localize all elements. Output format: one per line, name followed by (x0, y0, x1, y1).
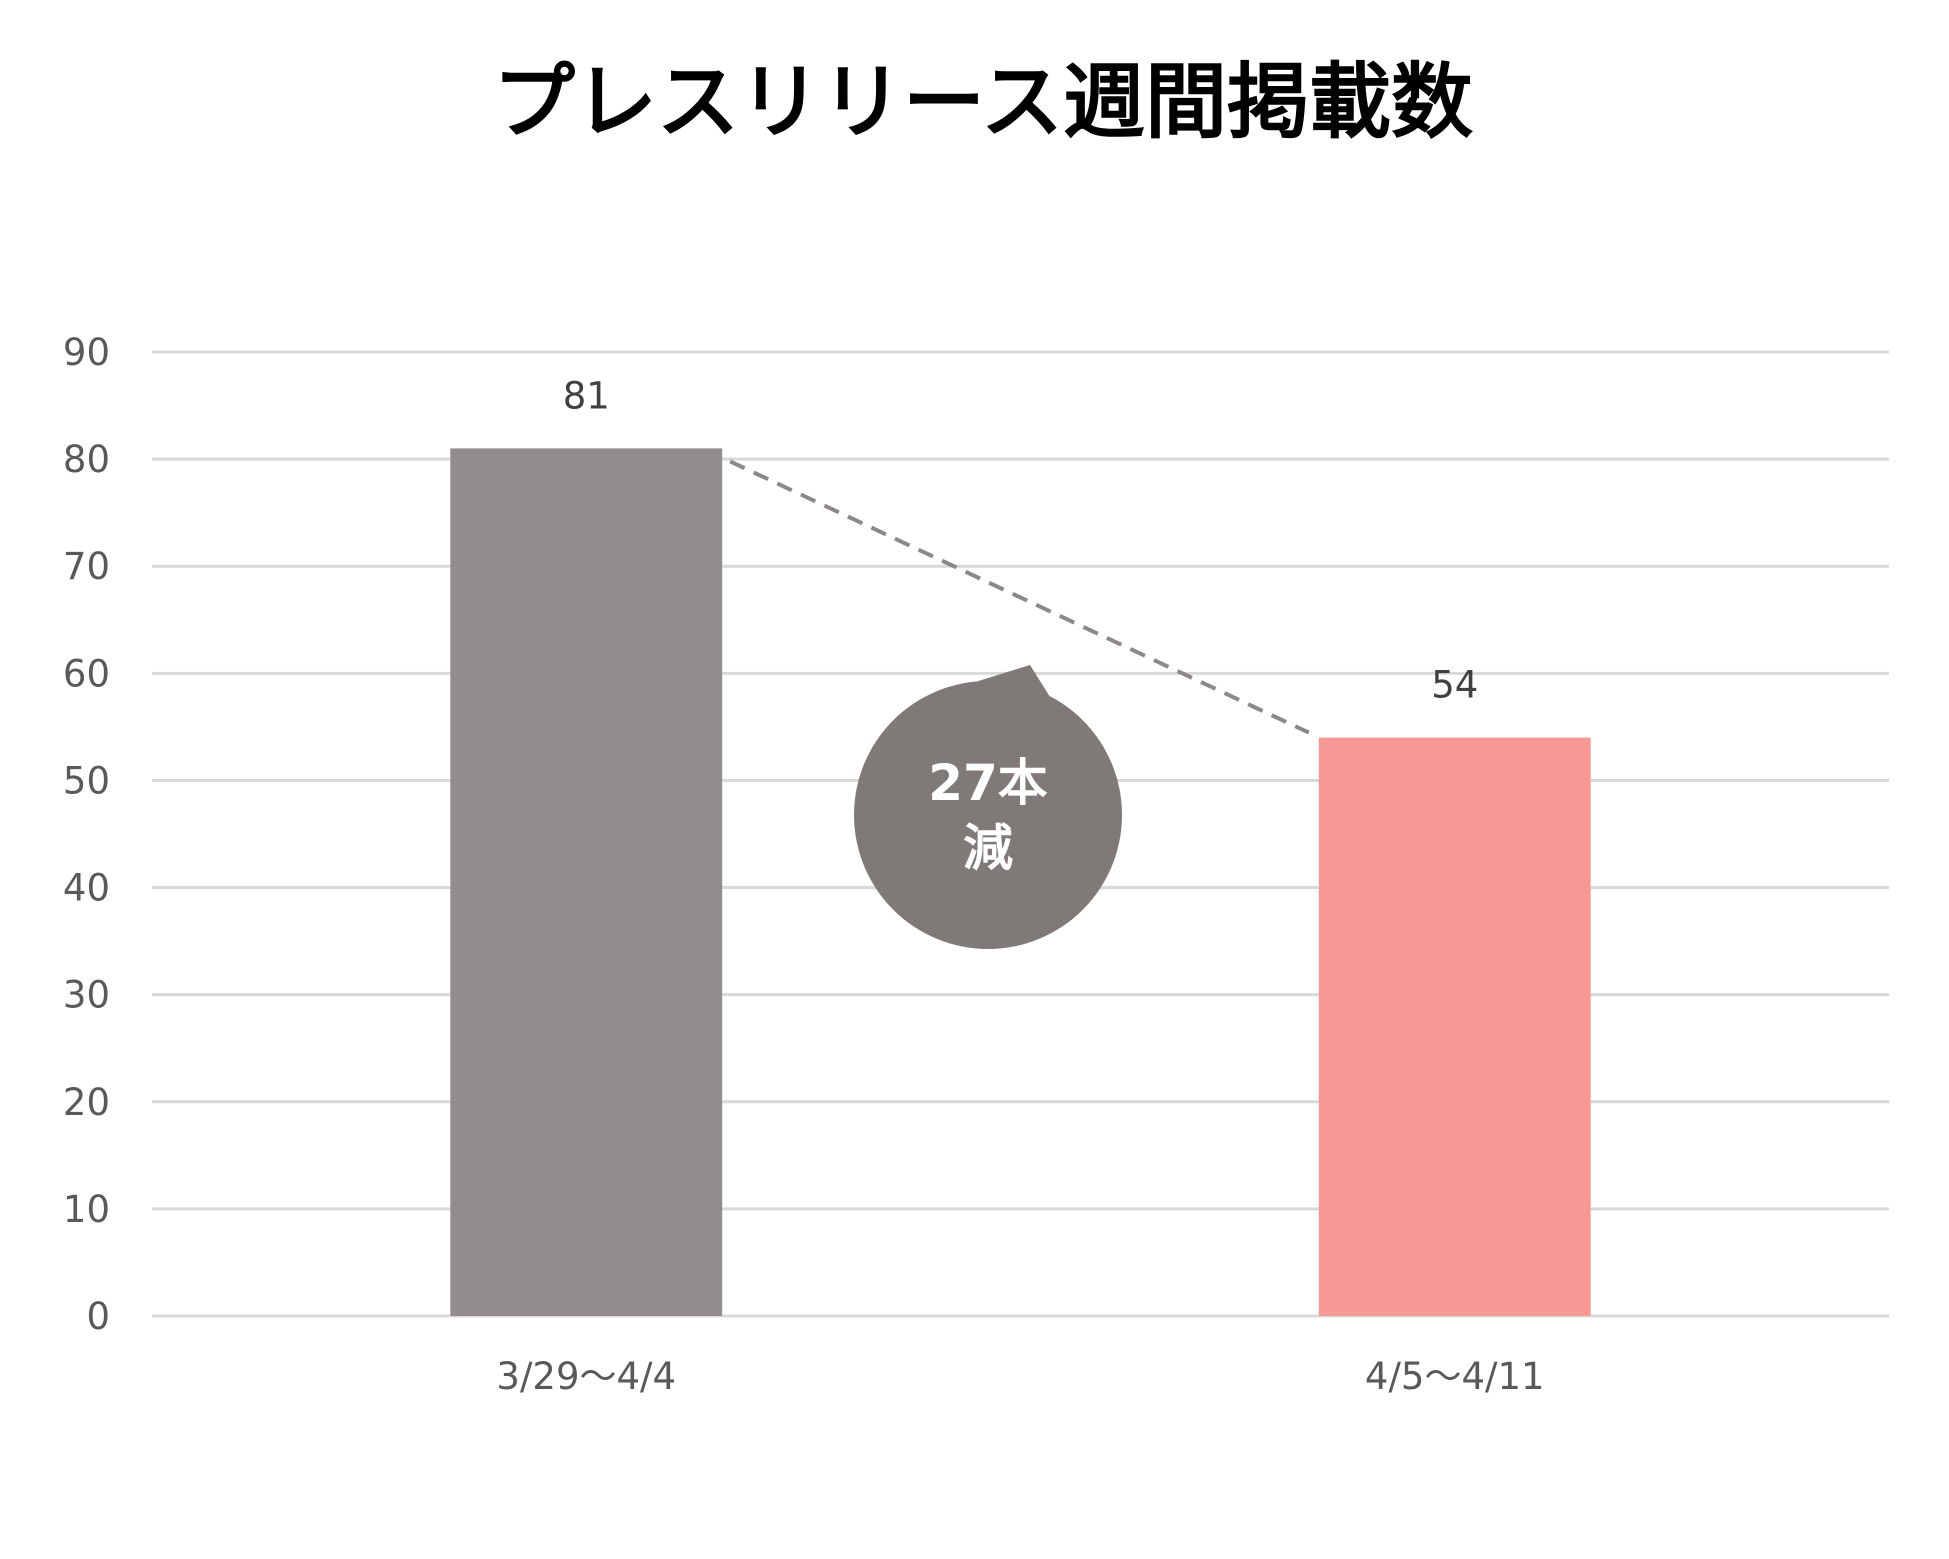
y-axis-tick-labels: 0 10 20 30 40 50 60 70 80 90 (63, 331, 110, 1338)
y-tick-label: 50 (63, 759, 110, 802)
y-tick-label: 80 (63, 438, 110, 481)
callout-text-line: 27本 (928, 754, 1048, 812)
callout-bubble (854, 681, 1122, 949)
y-tick-label: 0 (86, 1295, 110, 1338)
x-axis-tick-labels: 3/29～4/4 4/5～4/11 (496, 1355, 1544, 1398)
y-tick-label: 10 (63, 1188, 110, 1231)
callout-text-line: 減 (963, 819, 1013, 877)
y-tick-label: 60 (63, 652, 110, 695)
data-labels: 81 54 (563, 374, 1479, 706)
x-tick-label: 3/29～4/4 (496, 1355, 676, 1398)
bar (1318, 737, 1591, 1316)
chart-title: プレスリリース週間掲載数 (493, 55, 1473, 150)
x-tick-label: 4/5～4/11 (1365, 1355, 1545, 1398)
connector-layer (729, 459, 1310, 735)
bar-value-label: 81 (563, 374, 610, 417)
decrease-connector-line (729, 459, 1310, 735)
y-tick-label: 40 (63, 867, 110, 910)
bar (450, 448, 723, 1316)
y-tick-label: 30 (63, 974, 110, 1017)
bar-value-label: 54 (1431, 664, 1478, 707)
y-tick-label: 70 (63, 545, 110, 588)
y-tick-label: 20 (63, 1081, 110, 1124)
callout-pointer (972, 665, 1050, 700)
y-tick-label: 90 (63, 331, 110, 374)
bars (450, 448, 1591, 1316)
